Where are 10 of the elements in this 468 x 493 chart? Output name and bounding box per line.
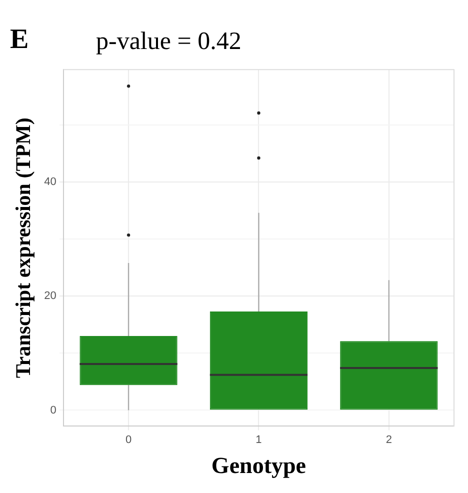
x-axis-title: Genotype <box>211 453 306 478</box>
y-tick-label: 0 <box>50 404 56 416</box>
text: E <box>10 24 30 56</box>
chart-title: p-value = 0.42 <box>96 28 242 56</box>
x-tick-label: 1 <box>256 434 262 446</box>
y-tick-label: 40 <box>44 176 56 188</box>
y-tick-label: 20 <box>44 290 56 302</box>
x-tick-label: 2 <box>386 434 392 446</box>
x-tick-label: 0 <box>125 434 132 446</box>
y-axis-title: Transcript expression (TPM) <box>11 118 36 378</box>
